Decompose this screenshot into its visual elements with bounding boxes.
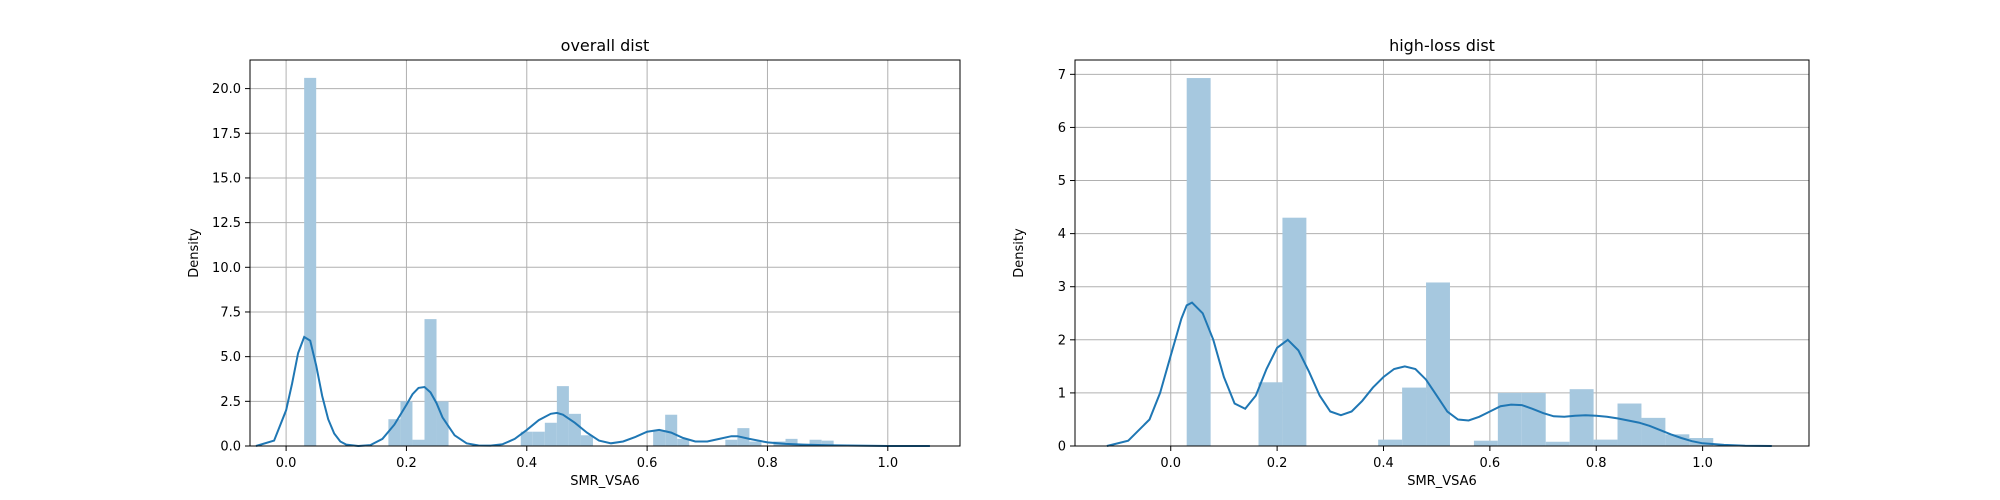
high-loss-dist-bar-8: [1521, 392, 1546, 446]
high-loss-dist-kde-line: [1106, 301, 1772, 447]
high-loss-dist-xtick-label-2: 0.4: [1373, 456, 1394, 471]
high-loss-dist-xlabel: SMR_VSA6: [1407, 474, 1477, 489]
overall-dist-bar-8: [544, 422, 557, 446]
high-loss-dist-title: high-loss dist: [1389, 36, 1495, 55]
overall-dist-xtick-label-1: 0.2: [396, 456, 417, 471]
overall-dist-ytick-label-6: 15.0: [212, 171, 241, 186]
overall-dist-bar-11: [580, 435, 593, 446]
overall-dist-bar-1: [388, 419, 401, 446]
high-loss-dist-ytick-label-7: 7: [1058, 68, 1066, 83]
high-loss-dist-bar-6: [1473, 440, 1498, 446]
high-loss-dist-ticks: 0.0 0.2 0.4 0.6 0.8 1.0 0 1 2 3 4 5 6 7: [1058, 68, 1713, 471]
high-loss-dist-ytick-label-3: 3: [1058, 280, 1066, 295]
overall-dist-xtick-label-5: 1.0: [877, 456, 898, 471]
overall-dist-bar-17: [749, 441, 762, 446]
overall-dist-bar-2: [400, 401, 413, 446]
overall-dist-bar-20: [809, 439, 822, 446]
high-loss-dist-ytick-label-0: 0: [1058, 440, 1066, 455]
overall-dist-bar-15: [725, 439, 738, 446]
overall-dist-ticks: 0.0 0.2 0.4 0.6 0.8 1.0 0.0 2.5 5.0 7.5 10.0 12.5 15…: [212, 82, 898, 471]
high-loss-dist-bar-3: [1378, 439, 1403, 446]
overall-dist-bar-7: [532, 431, 545, 446]
overall-dist-panel: 0.0 0.2 0.4 0.6 0.8 1.0 0.0 2.5 5.0 7.5 10.0 12.5 15…: [187, 36, 961, 489]
high-loss-dist-axes-frame: [1074, 59, 1810, 447]
overall-dist-ytick-label-7: 17.5: [212, 127, 241, 142]
overall-dist-xlabel: SMR_VSA6: [570, 474, 640, 489]
high-loss-dist-bar-9: [1545, 441, 1570, 446]
overall-dist-bar-0: [304, 77, 317, 447]
overall-dist-grid: [250, 60, 960, 447]
high-loss-dist-bar-11: [1593, 439, 1618, 446]
overall-dist-bar-4: [424, 319, 437, 446]
high-loss-dist-xtick-label-1: 0.2: [1267, 456, 1288, 471]
high-loss-dist-bar-4: [1402, 387, 1427, 446]
high-loss-dist-bar-0: [1186, 78, 1211, 446]
overall-dist-bar-19: [785, 438, 798, 446]
high-loss-dist-ytick-label-1: 1: [1058, 386, 1066, 401]
high-loss-dist-xtick-label-0: 0.0: [1160, 456, 1181, 471]
high-loss-dist-bar-10: [1569, 389, 1594, 446]
overall-dist-xtick-label-4: 0.8: [757, 456, 778, 471]
overall-dist-axes-frame: [249, 59, 961, 447]
high-loss-dist-bar-14: [1665, 434, 1690, 446]
overall-dist-kde: [255, 335, 930, 448]
overall-dist-ytick-label-2: 5.0: [220, 350, 241, 365]
overall-dist-xtick-label-2: 0.4: [516, 456, 537, 471]
overall-dist-bar-9: [556, 386, 569, 446]
high-loss-dist-ytick-label-5: 5: [1058, 174, 1066, 189]
overall-dist-ytick-label-4: 10.0: [212, 261, 241, 276]
overall-dist-xtick-label-3: 0.6: [637, 456, 658, 471]
high-loss-dist-bar-5: [1426, 282, 1450, 446]
high-loss-dist-panel: 0.0 0.2 0.4 0.6 0.8 1.0 0 1 2 3 4 5 6 7 high-loss dis…: [1012, 36, 1810, 489]
overall-dist-title: overall dist: [561, 36, 650, 55]
high-loss-dist-ytick-label-6: 6: [1058, 121, 1066, 136]
high-loss-dist-bar-12: [1617, 403, 1642, 446]
overall-dist-ylabel: Density: [187, 228, 202, 278]
high-loss-dist-ytick-label-2: 2: [1058, 333, 1066, 348]
overall-dist-ytick-label-0: 0.0: [220, 440, 241, 455]
high-loss-dist-xtick-label-4: 0.8: [1586, 456, 1607, 471]
high-loss-dist-xtick-label-3: 0.6: [1480, 456, 1501, 471]
overall-dist-ytick-label-3: 7.5: [220, 305, 241, 320]
high-loss-dist-bar-13: [1641, 417, 1666, 446]
overall-dist-bar-21: [821, 440, 834, 446]
overall-dist-bar-14: [677, 438, 690, 446]
overall-dist-ytick-label-1: 2.5: [220, 395, 241, 410]
high-loss-dist-bar-15: [1689, 438, 1714, 446]
overall-dist-bar-12: [653, 430, 666, 446]
overall-dist-bar-13: [665, 414, 678, 446]
overall-dist-bar-6: [520, 431, 533, 446]
high-loss-dist-ytick-label-4: 4: [1058, 227, 1066, 242]
overall-dist-bar-10: [568, 413, 581, 446]
overall-dist-kde-line: [255, 335, 930, 448]
high-loss-dist-bar-7: [1497, 392, 1522, 446]
high-loss-dist-kde: [1106, 301, 1772, 447]
overall-dist-xtick-label-0: 0.0: [276, 456, 297, 471]
high-loss-dist-xtick-label-5: 1.0: [1692, 456, 1713, 471]
overall-dist-bar-3: [412, 439, 425, 446]
overall-dist-ytick-label-8: 20.0: [212, 82, 241, 97]
high-loss-dist-bar-2: [1282, 217, 1307, 446]
overall-dist-ytick-label-5: 12.5: [212, 216, 241, 231]
high-loss-dist-ylabel: Density: [1012, 228, 1027, 278]
high-loss-dist-bar-1: [1258, 382, 1283, 446]
